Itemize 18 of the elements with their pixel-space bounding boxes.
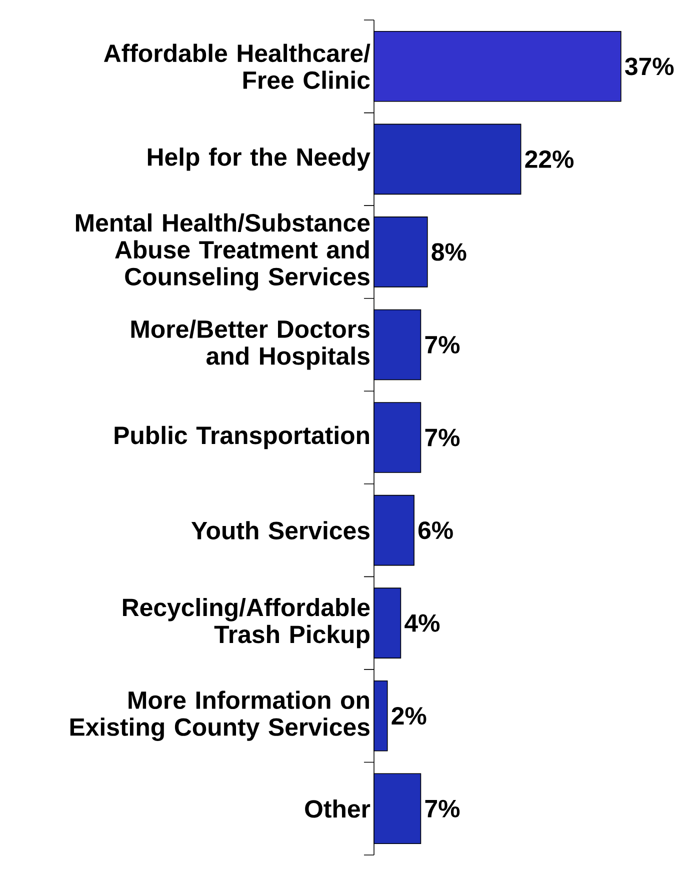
y-tick-label: Youth Services bbox=[191, 521, 370, 540]
y-tick-label: Help for the Needy bbox=[148, 148, 370, 171]
data-label: 37% bbox=[625, 58, 674, 76]
data-label: 2% bbox=[392, 707, 426, 725]
data-label: 7% bbox=[425, 428, 460, 446]
data-label: 6% bbox=[418, 521, 453, 540]
y-tick-label: Public Transportation bbox=[114, 426, 369, 450]
y-tick-label: Affordable Healthcare/ Free Clinic bbox=[104, 44, 370, 89]
data-label: 7% bbox=[425, 800, 460, 818]
y-tick-label: More Information on Existing County Services bbox=[70, 690, 370, 741]
y-tick-label: More/Better Doctors and Hospitals bbox=[131, 320, 370, 370]
y-tick-label: Recycling/Affordable Trash Pickup bbox=[123, 598, 370, 648]
y-tick-label: Other bbox=[305, 799, 370, 818]
data-label: 8% bbox=[432, 243, 466, 261]
data-label: 4% bbox=[404, 614, 440, 632]
data-label: 22% bbox=[525, 150, 574, 168]
y-tick-label: Mental Health/Substance Abuse Treatment and Counseling Services bbox=[76, 213, 370, 291]
data-label: 7% bbox=[425, 336, 460, 354]
